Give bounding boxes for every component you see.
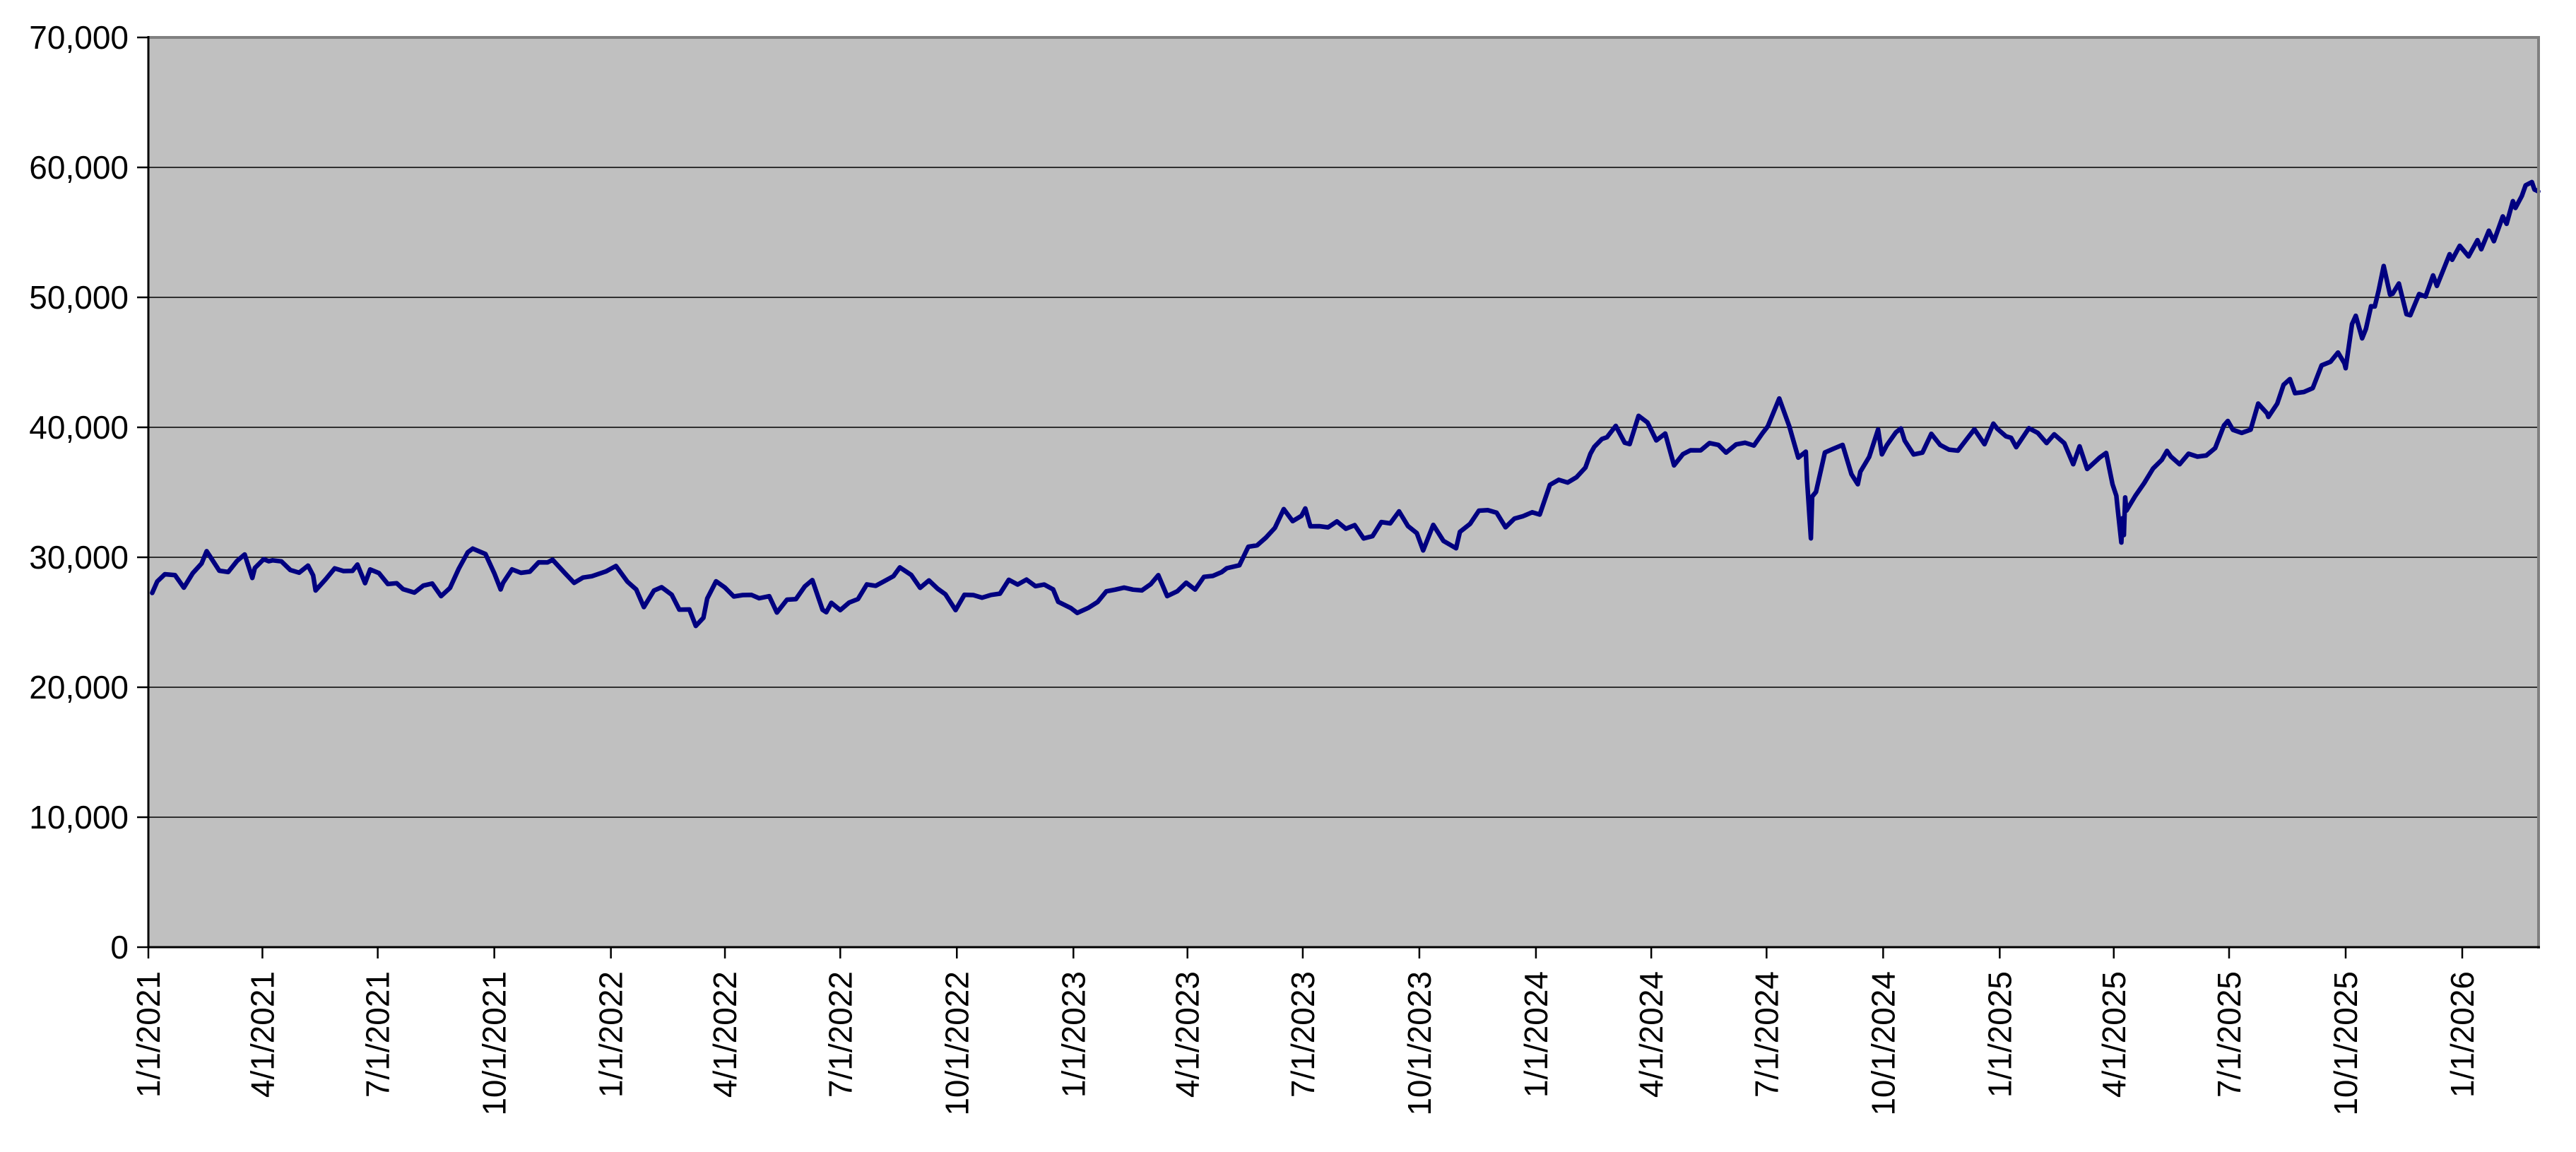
x-tick-label: 7/1/2021 (360, 971, 396, 1098)
x-tick-label: 10/1/2022 (938, 971, 975, 1116)
x-tick-label: 10/1/2024 (1865, 971, 1901, 1116)
x-tick-label: 4/1/2024 (1633, 971, 1670, 1098)
x-tick-label: 1/1/2025 (1981, 971, 2018, 1098)
x-tick-label: 10/1/2023 (1401, 971, 1438, 1116)
x-tick-label: 1/1/2023 (1055, 971, 1092, 1098)
y-tick-label: 0 (110, 929, 129, 966)
x-tick-label: 7/1/2025 (2211, 971, 2247, 1098)
x-tick-label: 10/1/2025 (2327, 971, 2364, 1116)
y-tick-label: 20,000 (29, 669, 129, 706)
x-tick-label: 1/1/2022 (593, 971, 630, 1098)
x-tick-label: 1/1/2026 (2444, 971, 2481, 1098)
x-tick-label: 1/1/2021 (130, 971, 167, 1098)
x-tick-label: 7/1/2023 (1284, 971, 1321, 1098)
y-tick-label: 30,000 (29, 539, 129, 576)
x-tick-label: 4/1/2021 (244, 971, 280, 1098)
x-tick-label: 4/1/2023 (1169, 971, 1206, 1098)
x-tick-label: 1/1/2024 (1518, 971, 1554, 1098)
x-tick-label: 4/1/2022 (707, 971, 743, 1098)
y-tick-label: 60,000 (29, 149, 129, 186)
x-tick-label: 7/1/2022 (822, 971, 858, 1098)
y-tick-label: 40,000 (29, 409, 129, 446)
x-tick-label: 7/1/2024 (1748, 971, 1785, 1098)
y-tick-label: 70,000 (29, 19, 129, 56)
y-tick-label: 10,000 (29, 799, 129, 836)
y-tick-label: 50,000 (29, 279, 129, 316)
price-line (150, 179, 2541, 629)
plot-area (148, 37, 2539, 947)
x-tick-label: 10/1/2021 (476, 971, 513, 1116)
x-tick-label: 4/1/2025 (2096, 971, 2132, 1098)
